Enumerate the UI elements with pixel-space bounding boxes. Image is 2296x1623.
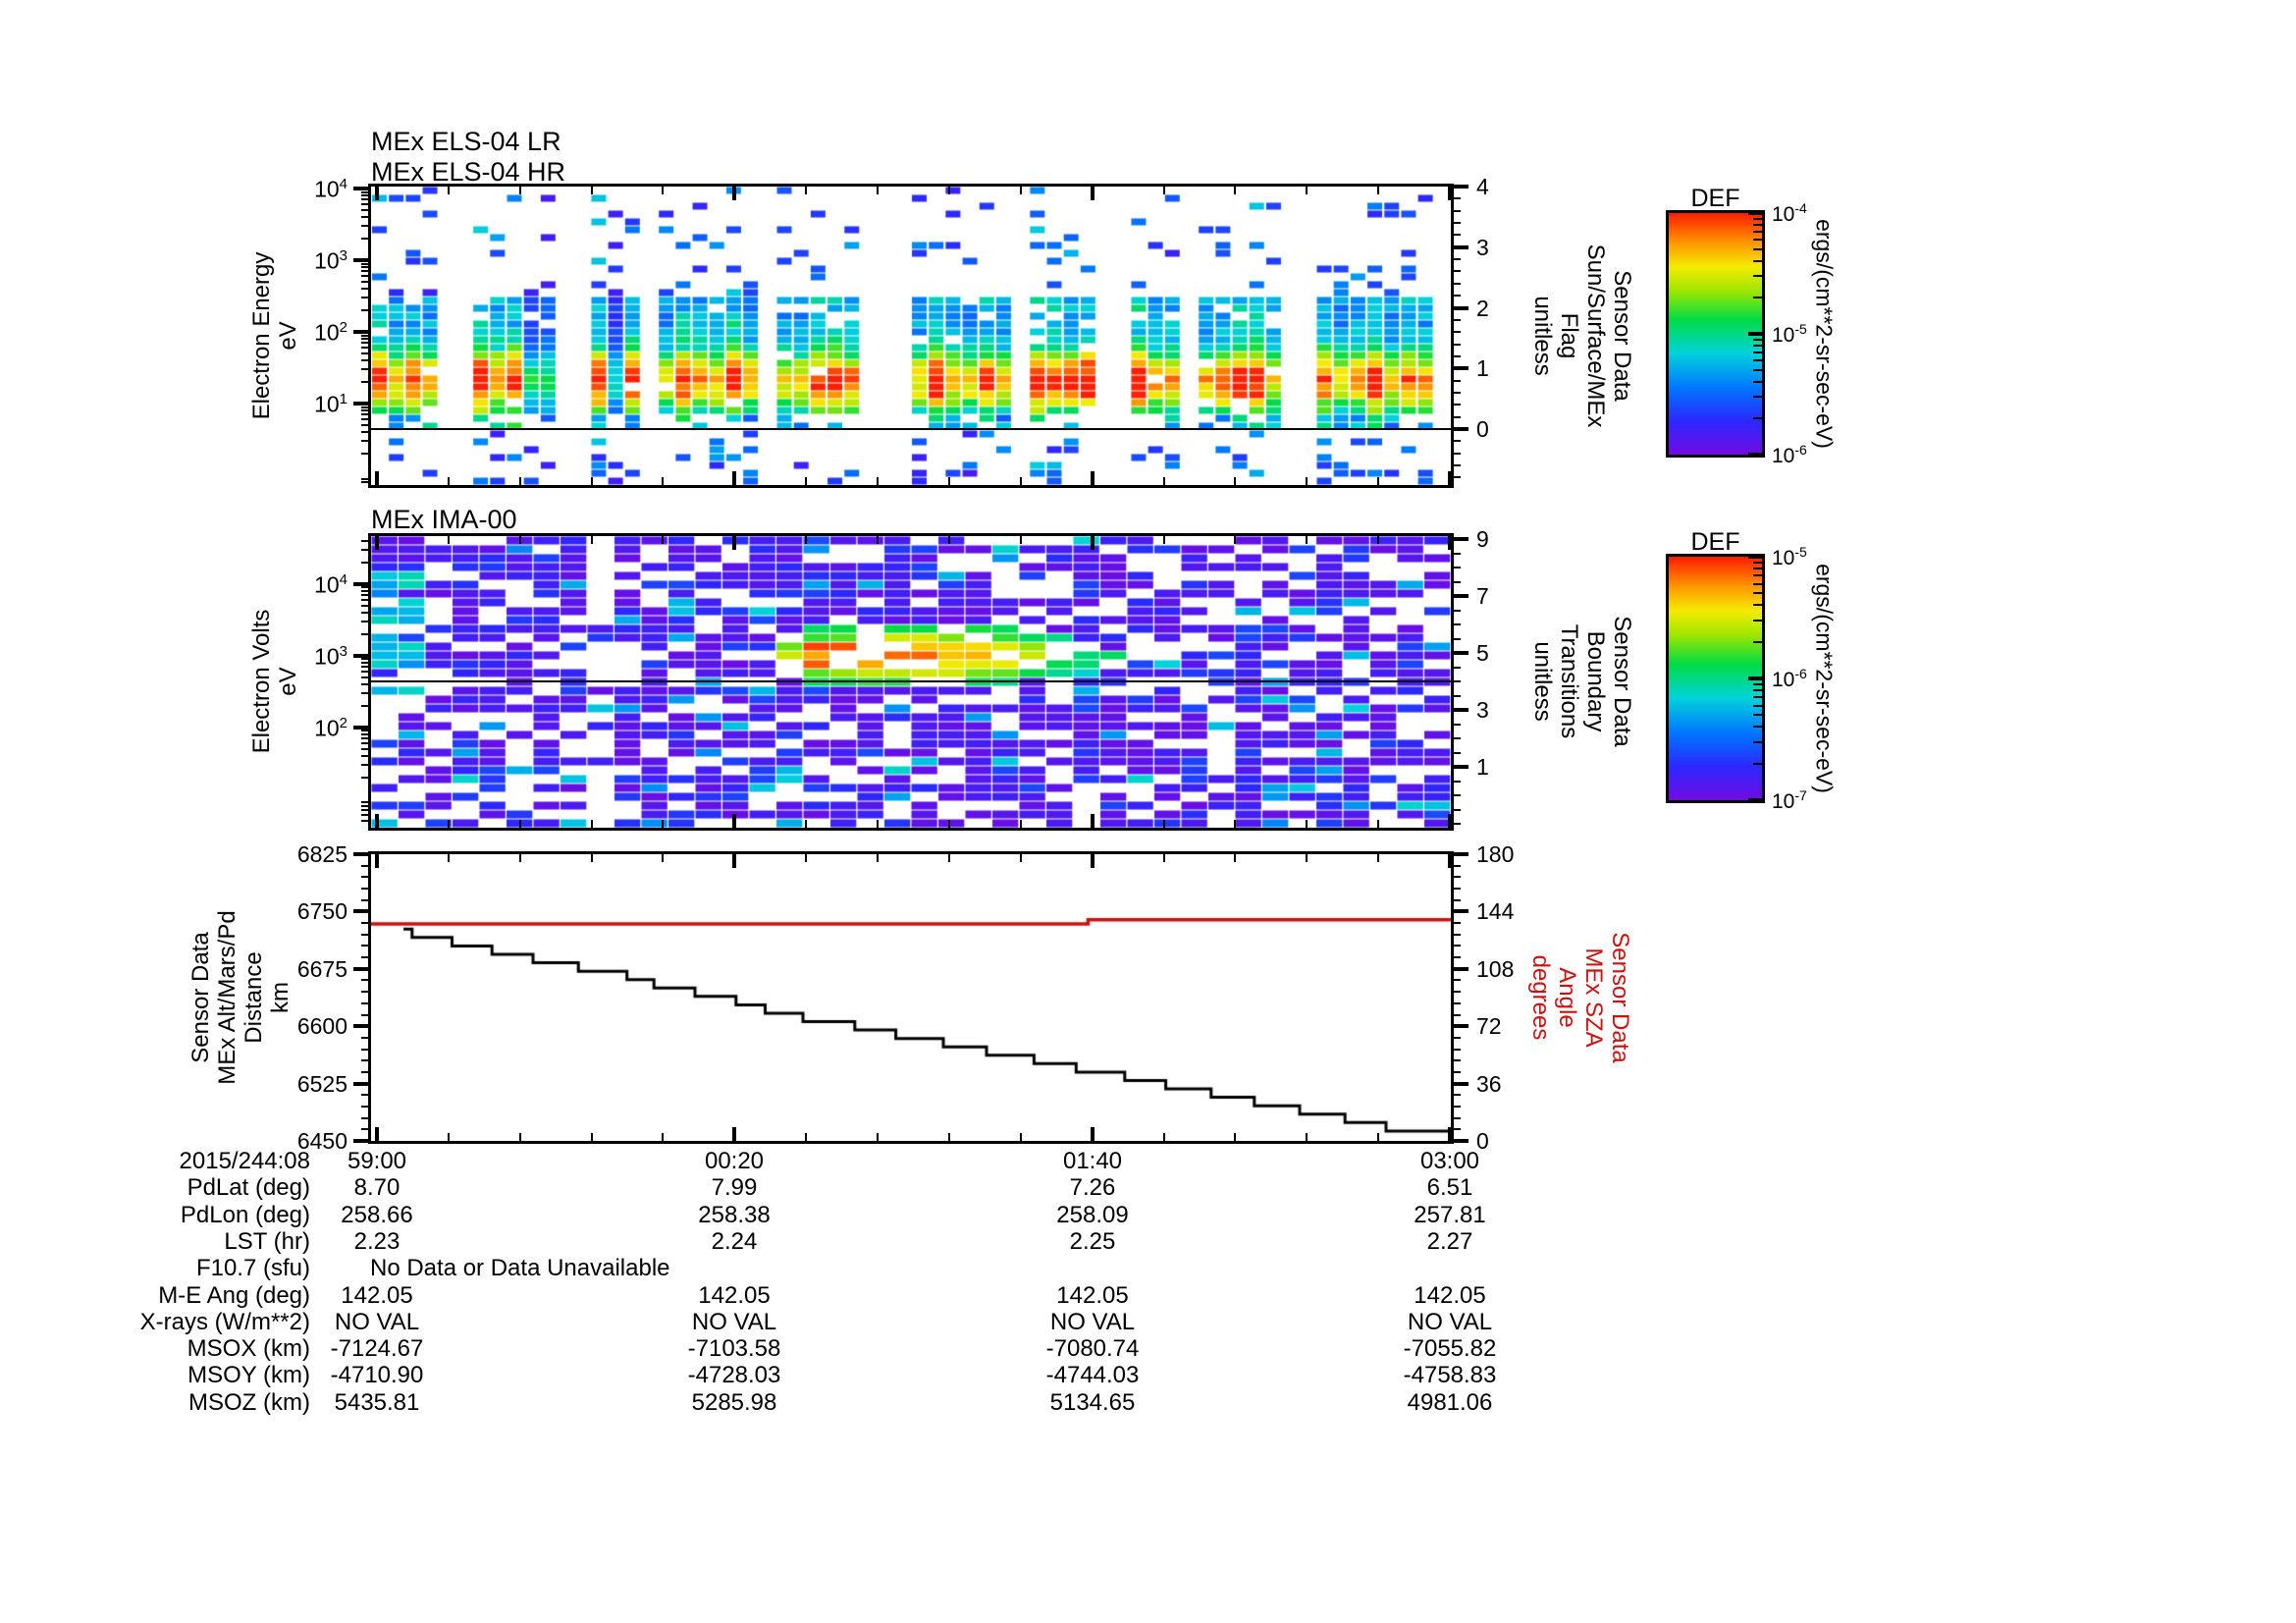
table-cell-value: -4744.03 [1045,1362,1140,1389]
table-cell-value: -4758.83 [1403,1362,1497,1389]
table-cell-value: 5285.98 [691,1388,777,1416]
els-spectrogram [371,187,1451,485]
altitude-sza-line-chart [371,854,1451,1141]
table-cell-value: 257.81 [1414,1201,1486,1228]
table-cell-value: NO VAL [1407,1308,1493,1335]
date-label: 2015/244:08 [179,1148,310,1174]
els-title-line2: MEx ELS-04 HR [371,157,566,187]
table-cell-value: 8.70 [353,1174,400,1202]
table-cell-value: 2.24 [711,1227,758,1255]
els-colorbar-gradient [1669,213,1762,455]
ima-colorbar-gradient [1669,557,1762,800]
table-cell-value: 7.26 [1069,1174,1116,1202]
table-cell-value: 258.09 [1056,1201,1129,1228]
table-cell-value: 4981.06 [1407,1388,1493,1416]
table-cell-value: NO VAL [334,1308,420,1335]
table-row-message: No Data or Data Unavailable [370,1255,670,1282]
table-cell-value: -4728.03 [687,1362,781,1389]
table-row-label: M-E Ang (deg) [158,1281,310,1309]
ima-boundary-line [371,680,1451,682]
table-cell-value: 142.05 [1056,1281,1129,1309]
time-tick-label: 59:00 [347,1148,407,1174]
table-cell-value: 5134.65 [1049,1388,1136,1416]
table-row-label: X-rays (W/m**2) [139,1308,310,1335]
table-cell-value: -7103.58 [687,1335,781,1363]
table-cell-value: 2.23 [353,1227,400,1255]
els-title-line1: MEx ELS-04 LR [371,127,561,156]
table-cell-value: 142.05 [698,1281,771,1309]
table-cell-value: 142.05 [1414,1281,1486,1309]
table-cell-value: 258.66 [341,1201,413,1228]
table-cell-value: 7.99 [711,1174,758,1202]
table-cell-value: 258.38 [698,1201,771,1228]
els-flag-zero-line [371,428,1451,430]
table-cell-value: 2.27 [1426,1227,1473,1255]
table-row-label: MSOX (km) [187,1335,310,1363]
table-row-label: MSOY (km) [187,1362,310,1389]
table-cell-value: -4710.90 [330,1362,424,1389]
table-cell-value: -7124.67 [330,1335,424,1363]
table-cell-value: NO VAL [691,1308,777,1335]
ima-title: MEx IMA-00 [371,505,517,534]
els-colorbar-title: DEF [1690,185,1740,212]
table-row-label: MSOZ (km) [188,1388,310,1416]
table-cell-value: NO VAL [1049,1308,1136,1335]
table-cell-value: 5435.81 [334,1388,420,1416]
time-tick-label: 01:40 [1062,1148,1123,1174]
table-cell-value: -7055.82 [1403,1335,1497,1363]
table-row-label: F10.7 (sfu) [195,1255,310,1282]
table-cell-value: 2.25 [1069,1227,1116,1255]
table-row-label: PdLat (deg) [187,1174,310,1202]
ima-colorbar-title: DEF [1690,528,1740,556]
table-row-label: PdLon (deg) [180,1201,310,1228]
table-cell-value: 6.51 [1426,1174,1473,1202]
time-tick-label: 03:00 [1419,1148,1480,1174]
time-tick-label: 00:20 [704,1148,765,1174]
table-cell-value: -7080.74 [1045,1335,1140,1363]
table-cell-value: 142.05 [341,1281,413,1309]
table-row-label: LST (hr) [224,1227,310,1255]
